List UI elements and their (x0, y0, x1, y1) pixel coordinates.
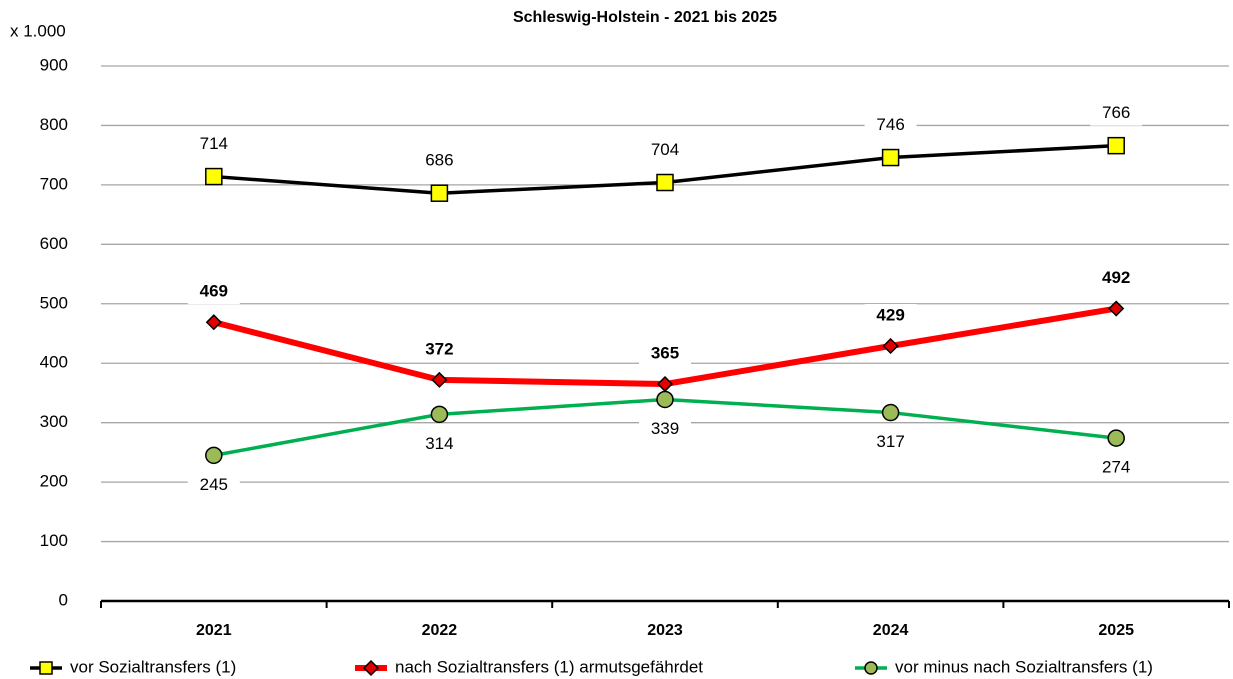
y-unit-label: x 1.000 (10, 21, 66, 40)
data-label: 274 (1102, 458, 1130, 477)
data-label: 746 (876, 115, 904, 134)
marker (430, 184, 449, 202)
x-tick-label: 2024 (873, 622, 909, 639)
data-label: 365 (651, 344, 679, 363)
data-label: 339 (651, 419, 679, 438)
data-label-bg (1090, 456, 1143, 481)
data-label: 492 (1102, 268, 1130, 287)
marker (1107, 429, 1125, 447)
data-label-bg (864, 113, 917, 138)
x-tick-label: 2023 (647, 622, 683, 639)
data-label: 317 (876, 432, 904, 451)
x-tick-label: 2022 (422, 622, 458, 639)
data-label: 469 (200, 282, 228, 301)
marker (431, 371, 448, 388)
y-tick-label: 0 (59, 590, 68, 609)
legend-marker (864, 661, 878, 675)
y-tick-label: 800 (40, 115, 68, 134)
chart-title: Schleswig-Holstein - 2021 bis 2025 (513, 9, 777, 26)
data-label-bg (413, 432, 466, 457)
data-label: 372 (425, 339, 453, 358)
y-tick-label: 200 (40, 472, 68, 491)
marker (1107, 136, 1125, 155)
data-label: 686 (425, 151, 453, 170)
data-label: 714 (200, 134, 228, 153)
data-label-bg (187, 280, 240, 305)
marker (656, 375, 674, 393)
data-label-bg (187, 473, 240, 498)
marker (881, 148, 900, 167)
marker (430, 405, 449, 424)
y-tick-label: 600 (40, 234, 68, 253)
data-label-bg (413, 337, 466, 362)
data-label-bg (187, 132, 240, 157)
legend-marker (362, 659, 380, 677)
data-label: 429 (876, 305, 904, 324)
data-label: 766 (1102, 103, 1130, 122)
y-tick-label: 700 (40, 174, 68, 193)
marker (882, 337, 899, 355)
legend-label: vor minus nach Sozialtransfers (1) (895, 657, 1153, 676)
y-tick-label: 300 (40, 412, 68, 431)
data-label-bg (639, 417, 691, 442)
marker (1108, 300, 1125, 317)
y-tick-label: 100 (40, 531, 68, 550)
marker (205, 167, 223, 186)
data-label-bg (864, 303, 917, 328)
data-label-bg (413, 149, 466, 174)
marker (656, 390, 674, 409)
data-label: 245 (200, 475, 228, 494)
x-tick-label: 2021 (196, 622, 232, 639)
marker (656, 173, 674, 192)
y-tick-label: 500 (40, 293, 68, 312)
marker (205, 446, 223, 465)
x-tick-label: 2025 (1098, 622, 1134, 639)
legend-label: vor Sozialtransfers (1) (70, 657, 236, 676)
y-tick-label: 400 (40, 353, 68, 372)
data-label-bg (864, 430, 917, 455)
legend-label: nach Sozialtransfers (1) armutsgefährdet (395, 657, 703, 676)
legend-marker (39, 661, 53, 675)
data-label-bg (1090, 266, 1143, 291)
marker (881, 403, 900, 422)
y-tick-label: 900 (40, 55, 68, 74)
data-label-bg (1090, 101, 1143, 126)
marker (205, 314, 222, 331)
data-label: 314 (425, 434, 453, 453)
data-label-bg (639, 138, 691, 163)
data-label: 704 (651, 140, 679, 159)
data-label-bg (639, 342, 691, 367)
